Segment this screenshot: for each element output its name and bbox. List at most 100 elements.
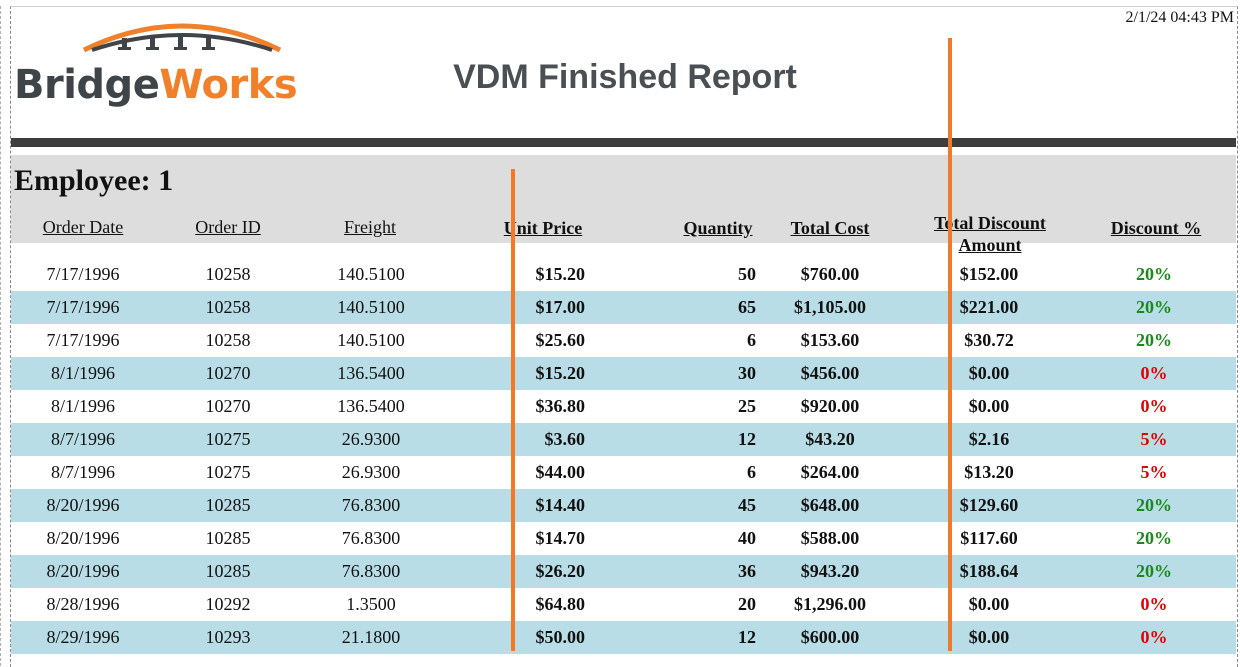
col-header-discount-pct[interactable]: Discount %: [1110, 218, 1202, 238]
unit-price-cell: $3.60: [544, 429, 586, 449]
discount-amount-cell: $0.00: [968, 363, 1010, 383]
total-cost-cell: $264.00: [800, 462, 860, 482]
freight-cell: 76.8300: [341, 528, 401, 548]
order-id-cell: 10292: [205, 594, 251, 614]
discount-amount-cell: $0.00: [968, 396, 1010, 416]
table-row: 7/17/1996 10258 140.5100 $15.20 50 $760.00 $15…: [11, 258, 1236, 291]
quantity-cell: 36: [738, 561, 756, 581]
discount-amount-cell: $152.00: [959, 264, 1019, 284]
quantity-cell: 12: [738, 627, 756, 647]
discount-amount-cell: $129.60: [959, 495, 1019, 515]
bridgeworks-logo: BridgeWorks: [14, 14, 304, 114]
discount-amount-cell: $117.60: [960, 528, 1018, 548]
quantity-cell: 50: [738, 264, 756, 284]
quantity-cell: 6: [747, 462, 756, 482]
group-header-band: [11, 155, 1236, 243]
freight-cell: 140.5100: [337, 264, 405, 284]
discount-pct-cell: 20%: [1136, 561, 1172, 581]
quantity-cell: 25: [738, 396, 756, 416]
discount-pct-cell: 20%: [1136, 330, 1172, 350]
table-row: 8/20/1996 10285 76.8300 $14.70 40 $588.00 $117…: [11, 522, 1236, 555]
unit-price-cell: $50.00: [535, 627, 586, 647]
total-cost-cell: $456.00: [800, 363, 860, 383]
total-cost-cell: $600.00: [800, 627, 860, 647]
freight-cell: 21.1800: [341, 627, 401, 647]
order-id-cell: 10275: [205, 462, 251, 482]
total-cost-cell: $1,105.00: [794, 297, 866, 317]
table-row: 7/17/1996 10258 140.5100 $17.00 65 $1,105.00 $…: [11, 291, 1236, 324]
group-title: Employee: 1: [14, 164, 174, 197]
discount-pct-cell: 20%: [1136, 297, 1172, 317]
freight-cell: 26.9300: [341, 429, 401, 449]
quantity-cell: 65: [738, 297, 756, 317]
unit-price-cell: $64.80: [535, 594, 586, 614]
col-header-total-cost[interactable]: Total Cost: [790, 218, 870, 238]
discount-pct-cell: 5%: [1140, 462, 1168, 482]
report-rows: 7/17/1996 10258 140.5100 $15.20 50 $760.00 $15…: [11, 258, 1236, 654]
order-id-cell: 10258: [205, 330, 251, 350]
total-cost-cell: $648.00: [800, 495, 860, 515]
logo-text-bridge: Bridge: [14, 62, 160, 108]
order-id-cell: 10285: [205, 561, 251, 581]
total-cost-cell: $43.20: [805, 429, 855, 449]
col-header-freight[interactable]: Freight: [344, 217, 396, 237]
logo-wordmark: BridgeWorks: [14, 62, 298, 108]
total-cost-cell: $920.00: [800, 396, 860, 416]
quantity-cell: 40: [738, 528, 756, 548]
order-date-cell: 8/7/1996: [50, 429, 115, 449]
col-header-unit-price[interactable]: Unit Price: [503, 218, 583, 238]
col-header-order-date[interactable]: Order Date: [42, 217, 124, 237]
discount-amount-cell: $13.20: [964, 462, 1014, 482]
page-frame-outer: [0, 6, 1240, 666]
table-row: 8/28/1996 10292 1.3500 $64.80 20 $1,296.00 $0.…: [11, 588, 1236, 621]
discount-pct-cell: 0%: [1140, 363, 1168, 383]
order-id-cell: 10285: [205, 495, 251, 515]
freight-cell: 26.9300: [341, 462, 401, 482]
total-cost-cell: $943.20: [800, 561, 860, 581]
discount-amount-cell: $30.72: [964, 330, 1014, 350]
order-date-cell: 8/1/1996: [50, 396, 115, 416]
col-header-order-id[interactable]: Order ID: [195, 217, 261, 237]
col-header-quantity[interactable]: Quantity: [683, 218, 753, 238]
total-cost-cell: $760.00: [800, 264, 860, 284]
quantity-cell: 30: [738, 363, 756, 383]
discount-amount-cell: $188.64: [959, 561, 1019, 581]
unit-price-cell: $26.20: [535, 561, 586, 581]
freight-cell: 76.8300: [341, 495, 401, 515]
order-date-cell: 8/29/1996: [46, 627, 120, 647]
freight-cell: 1.3500: [346, 594, 396, 614]
unit-price-cell: $36.80: [535, 396, 586, 416]
discount-amount-cell: $0.00: [968, 594, 1010, 614]
header-divider: [11, 138, 1236, 147]
quantity-cell: 6: [747, 330, 756, 350]
order-date-cell: 8/20/1996: [46, 561, 120, 581]
col-header-total-discount[interactable]: Total Discount Amount: [914, 212, 1066, 256]
quantity-cell: 20: [738, 594, 756, 614]
discount-pct-cell: 20%: [1136, 528, 1172, 548]
orange-marker-line-left: [511, 169, 515, 651]
discount-pct-cell: 0%: [1140, 396, 1168, 416]
order-date-cell: 8/20/1996: [46, 528, 120, 548]
table-row: 8/1/1996 10270 136.5400 $15.20 30 $456.00 $0.0…: [11, 357, 1236, 390]
unit-price-cell: $15.20: [535, 264, 586, 284]
col-header-total-discount-line2: Amount: [958, 235, 1022, 255]
order-id-cell: 10270: [205, 363, 251, 383]
discount-pct-cell: 0%: [1140, 594, 1168, 614]
discount-pct-cell: 0%: [1140, 627, 1168, 647]
order-id-cell: 10258: [205, 297, 251, 317]
freight-cell: 136.5400: [337, 363, 405, 383]
bridge-arch-icon: [82, 23, 282, 53]
unit-price-cell: $14.40: [535, 495, 586, 515]
quantity-cell: 45: [738, 495, 756, 515]
table-row: 7/17/1996 10258 140.5100 $25.60 6 $153.60 $30.…: [11, 324, 1236, 357]
table-row: 8/1/1996 10270 136.5400 $36.80 25 $920.00 $0.0…: [11, 390, 1236, 423]
unit-price-cell: $17.00: [535, 297, 586, 317]
discount-pct-cell: 20%: [1136, 264, 1172, 284]
unit-price-cell: $44.00: [535, 462, 586, 482]
table-row: 8/29/1996 10293 21.1800 $50.00 12 $600.00 $0.0…: [11, 621, 1236, 654]
total-cost-cell: $588.00: [800, 528, 860, 548]
discount-amount-cell: $0.00: [968, 627, 1010, 647]
order-id-cell: 10270: [205, 396, 251, 416]
order-id-cell: 10258: [205, 264, 251, 284]
table-row: 8/20/1996 10285 76.8300 $14.40 45 $648.00 $129…: [11, 489, 1236, 522]
